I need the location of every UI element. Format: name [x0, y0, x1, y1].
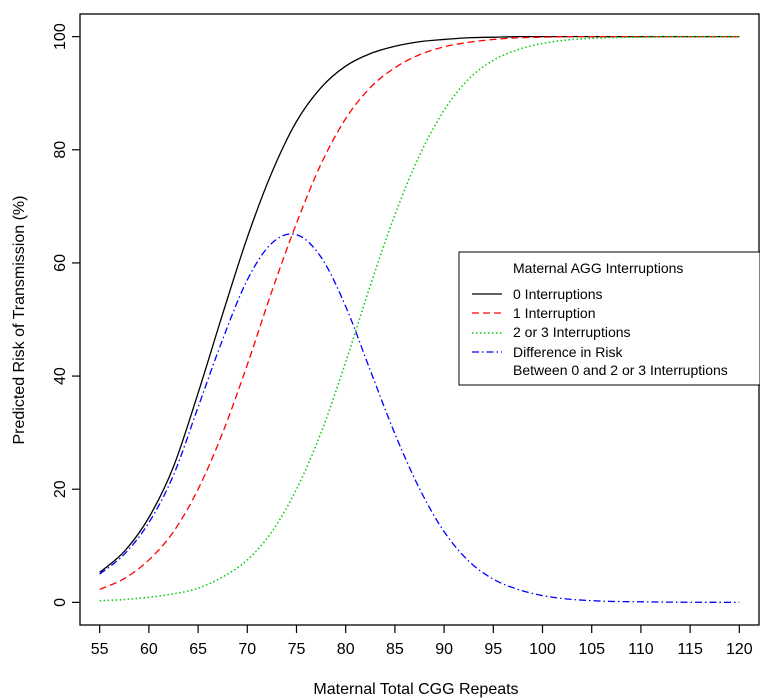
x-tick-label: 115: [677, 641, 703, 658]
legend-entry-1-interruption: 1 Interruption: [513, 305, 596, 321]
x-tick-label: 85: [386, 641, 404, 658]
legend-entry-difference: Difference in Risk: [513, 344, 623, 360]
legend-entry-2-or-3-interruptions: 2 or 3 Interruptions: [513, 324, 631, 340]
x-tick-label: 100: [529, 641, 556, 658]
x-tick-label: 95: [484, 641, 502, 658]
legend-entry-0-interruptions: 0 Interruptions: [513, 286, 603, 302]
x-tick-label: 70: [238, 641, 256, 658]
x-tick-label: 55: [91, 641, 109, 658]
x-tick-label: 65: [189, 641, 207, 658]
x-axis: 55 60 65 70 75 80 85 90 95 100 105 110 115 120: [91, 625, 753, 658]
series-layer: [99, 35, 740, 604]
series-line: [99, 35, 740, 573]
x-tick-label: 80: [337, 641, 355, 658]
legend-title: Maternal AGG Interruptions: [513, 260, 683, 276]
x-tick-label: 60: [140, 641, 158, 658]
x-axis-label: Maternal Total CGG Repeats: [313, 681, 518, 698]
y-tick-label: 100: [52, 23, 69, 50]
y-tick-label: 0: [52, 598, 69, 607]
y-tick-label: 60: [52, 254, 69, 272]
x-tick-label: 110: [628, 641, 654, 658]
legend-box: [458, 251, 760, 386]
legend: Maternal AGG Interruptions 0 Interruptio…: [458, 251, 760, 386]
x-tick-label: 120: [726, 641, 753, 658]
y-tick-label: 20: [52, 480, 69, 498]
series-line: [99, 35, 740, 590]
y-tick-label: 80: [52, 141, 69, 159]
y-axis: 0 20 40 60 80 100: [52, 23, 80, 607]
x-tick-label: 90: [435, 641, 453, 658]
x-tick-label: 75: [288, 641, 306, 658]
legend-entry-difference-line2: Between 0 and 2 or 3 Interruptions: [513, 362, 728, 378]
y-axis-label: Predicted Risk of Transmission (%): [11, 196, 28, 445]
x-tick-label: 105: [578, 641, 605, 658]
series-line: [99, 35, 740, 602]
y-tick-label: 40: [52, 367, 69, 385]
